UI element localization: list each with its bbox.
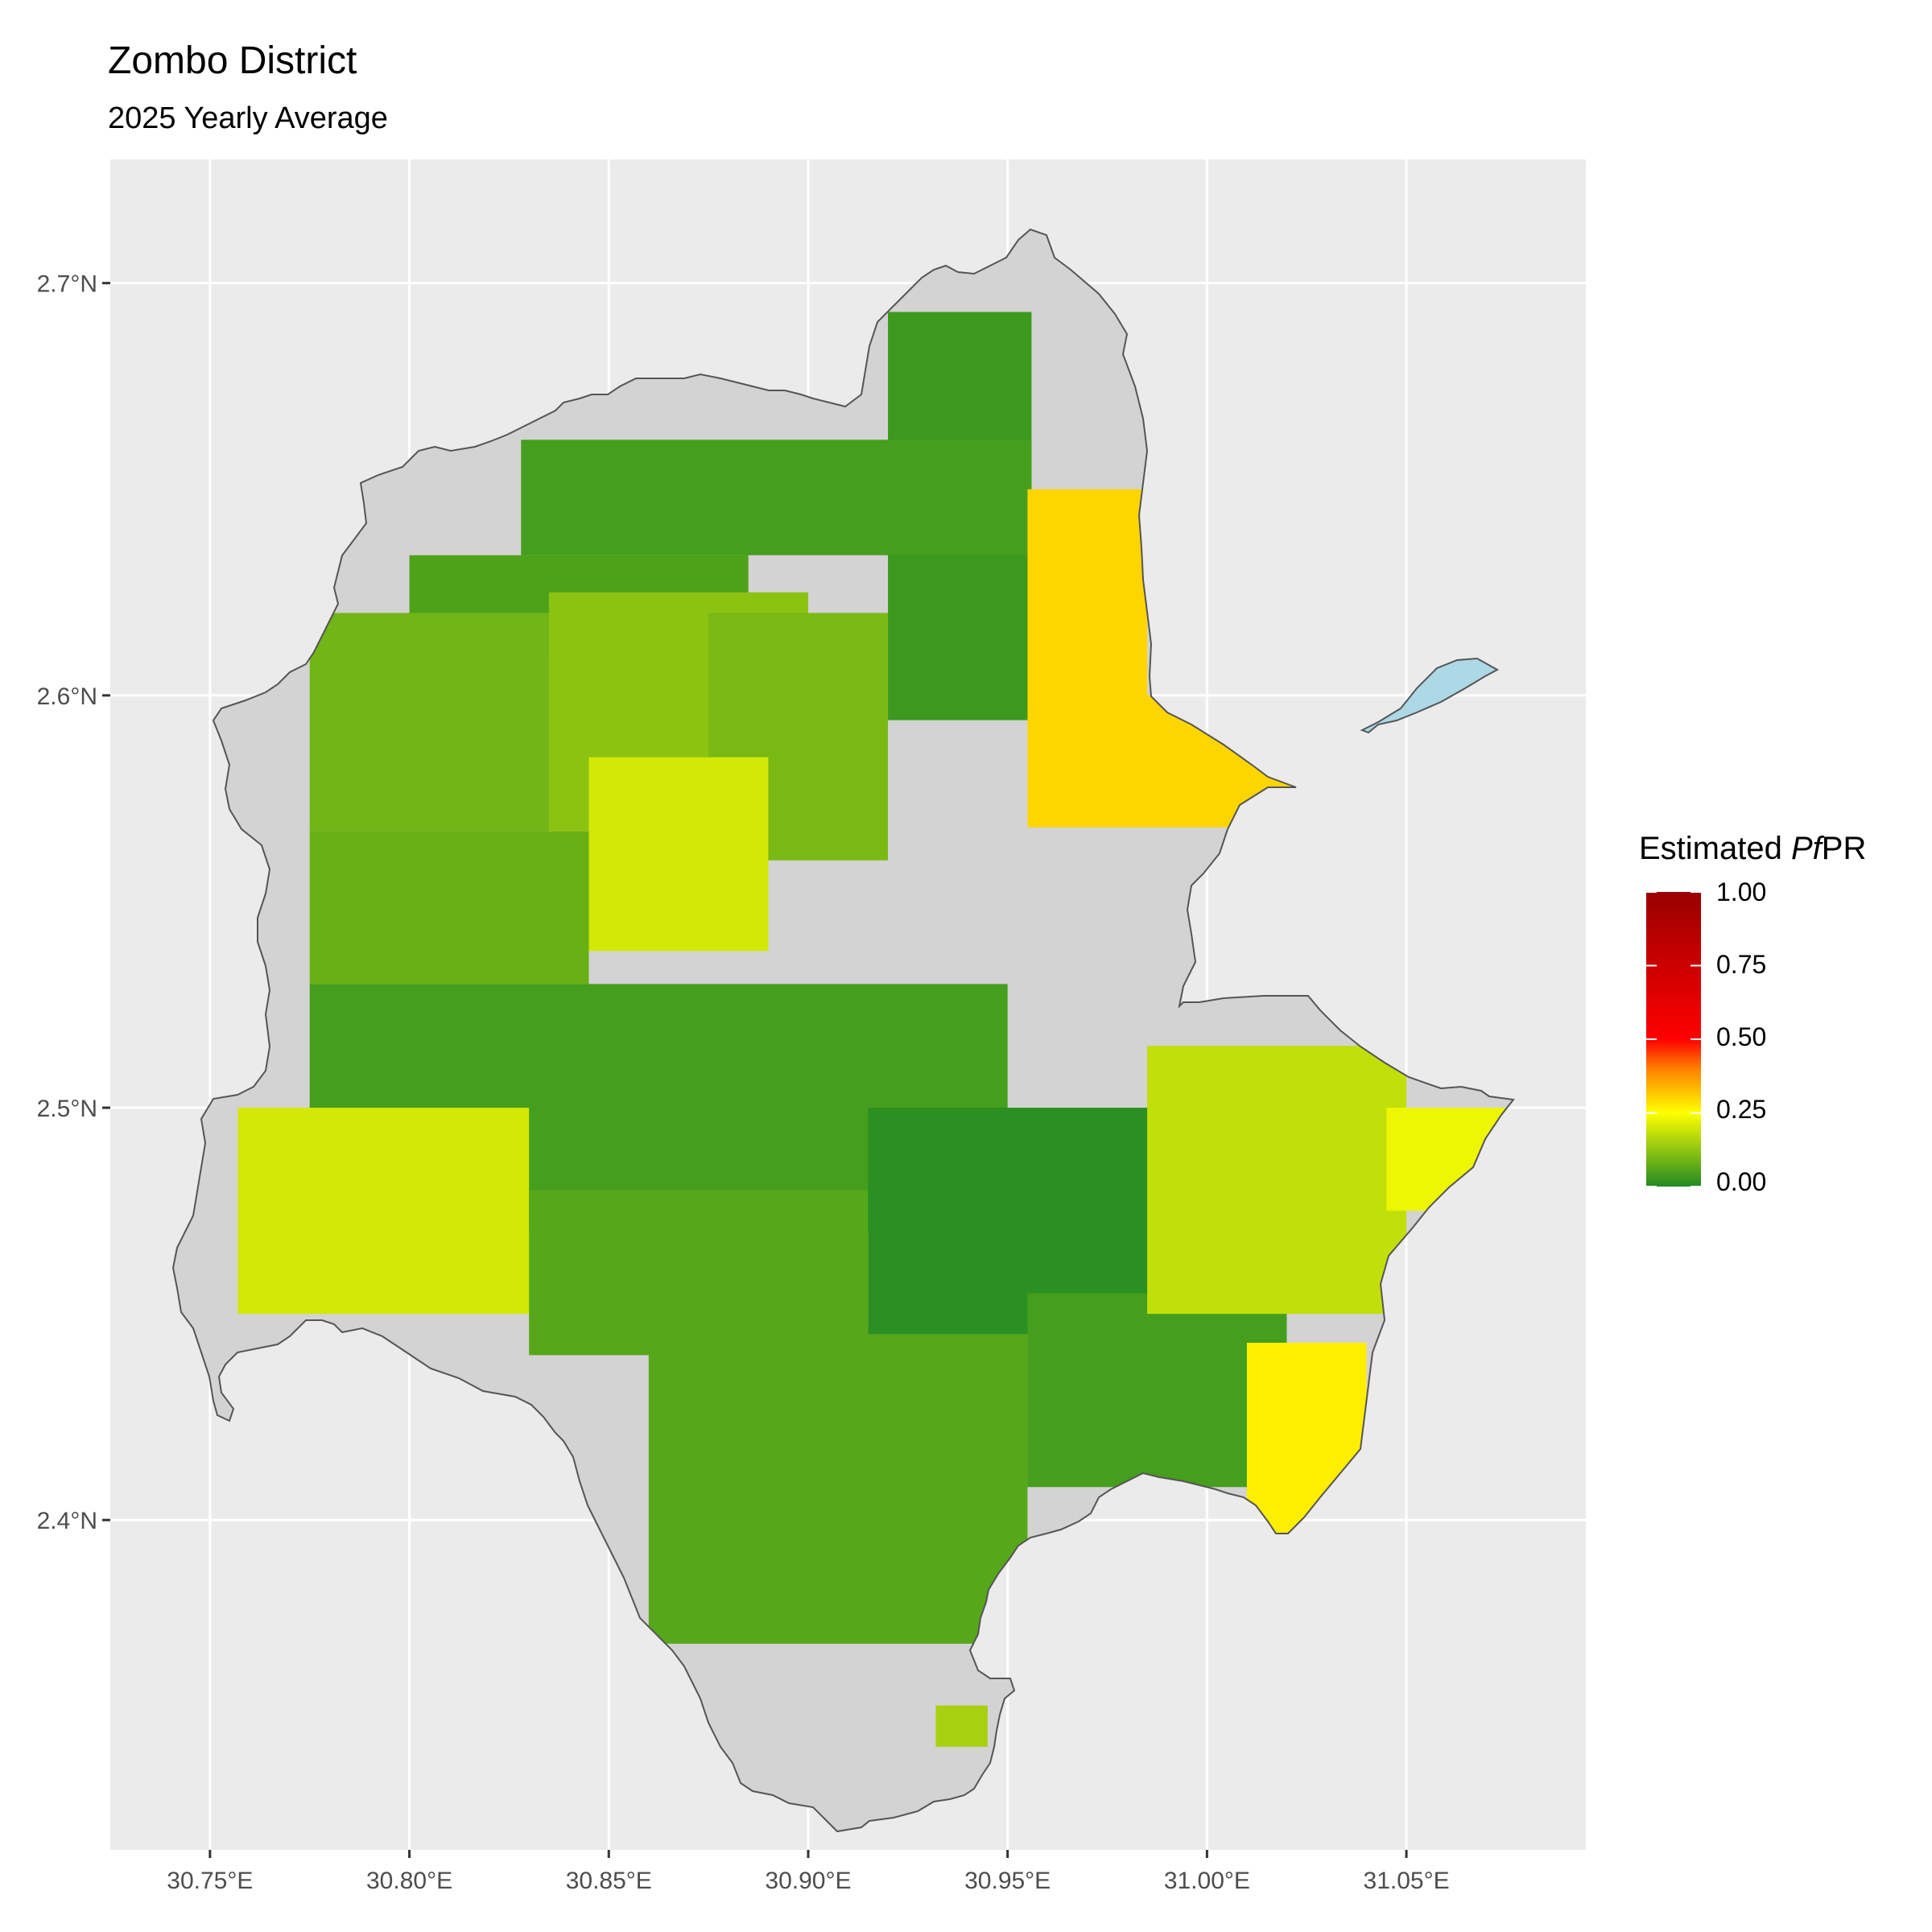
legend-title-prefix: Estimated <box>1639 831 1791 866</box>
x-tick-label: 30.85°E <box>566 1868 652 1894</box>
pfpr-raster <box>237 312 1513 1747</box>
x-tick-label: 31.00°E <box>1164 1868 1250 1894</box>
y-tick-label: 2.7°N <box>37 271 97 298</box>
map-title: Zombo District <box>108 39 357 82</box>
raster-region <box>648 1334 1028 1644</box>
raster-region <box>935 1705 988 1747</box>
x-tick-label: 30.90°E <box>765 1868 851 1894</box>
y-tick-label: 2.5°N <box>37 1096 97 1122</box>
legend-label-050: 0.50 <box>1716 1022 1767 1051</box>
lake-water <box>1360 657 1500 734</box>
legend-title: Estimated PfPR <box>1639 831 1866 867</box>
legend-title-suffix: PR <box>1821 831 1867 866</box>
map-subtitle: 2025 Yearly Average <box>108 101 388 135</box>
raster-region <box>309 831 589 985</box>
axis-ticks: 30.75°E 30.80°E 30.85°E 30.90°E 30.95°E 31.00… <box>37 271 1450 1894</box>
x-tick-label: 30.80°E <box>366 1868 452 1894</box>
raster-region <box>588 757 769 952</box>
legend-label-000: 0.00 <box>1716 1167 1767 1196</box>
y-tick-label: 2.6°N <box>37 683 97 710</box>
x-tick-label: 31.05°E <box>1364 1868 1450 1894</box>
y-tick-label: 2.4°N <box>37 1508 97 1534</box>
raster-region <box>237 1108 530 1315</box>
raster-region <box>1027 489 1148 828</box>
raster-region <box>309 613 549 832</box>
raster-region <box>521 440 1032 555</box>
raster-region <box>1027 1293 1287 1488</box>
legend-title-italic: Pf <box>1790 831 1822 866</box>
legend-label-075: 0.75 <box>1716 950 1767 979</box>
legend-label-1: 1.00 <box>1716 877 1767 906</box>
district-outline <box>171 228 1515 1833</box>
raster-region <box>1147 1046 1407 1315</box>
legend-ticks <box>1646 891 1701 1187</box>
x-tick-label: 30.75°E <box>167 1868 253 1894</box>
raster-region <box>529 1190 869 1356</box>
legend-label-025: 0.25 <box>1716 1095 1767 1124</box>
x-tick-label: 30.95°E <box>964 1868 1051 1894</box>
